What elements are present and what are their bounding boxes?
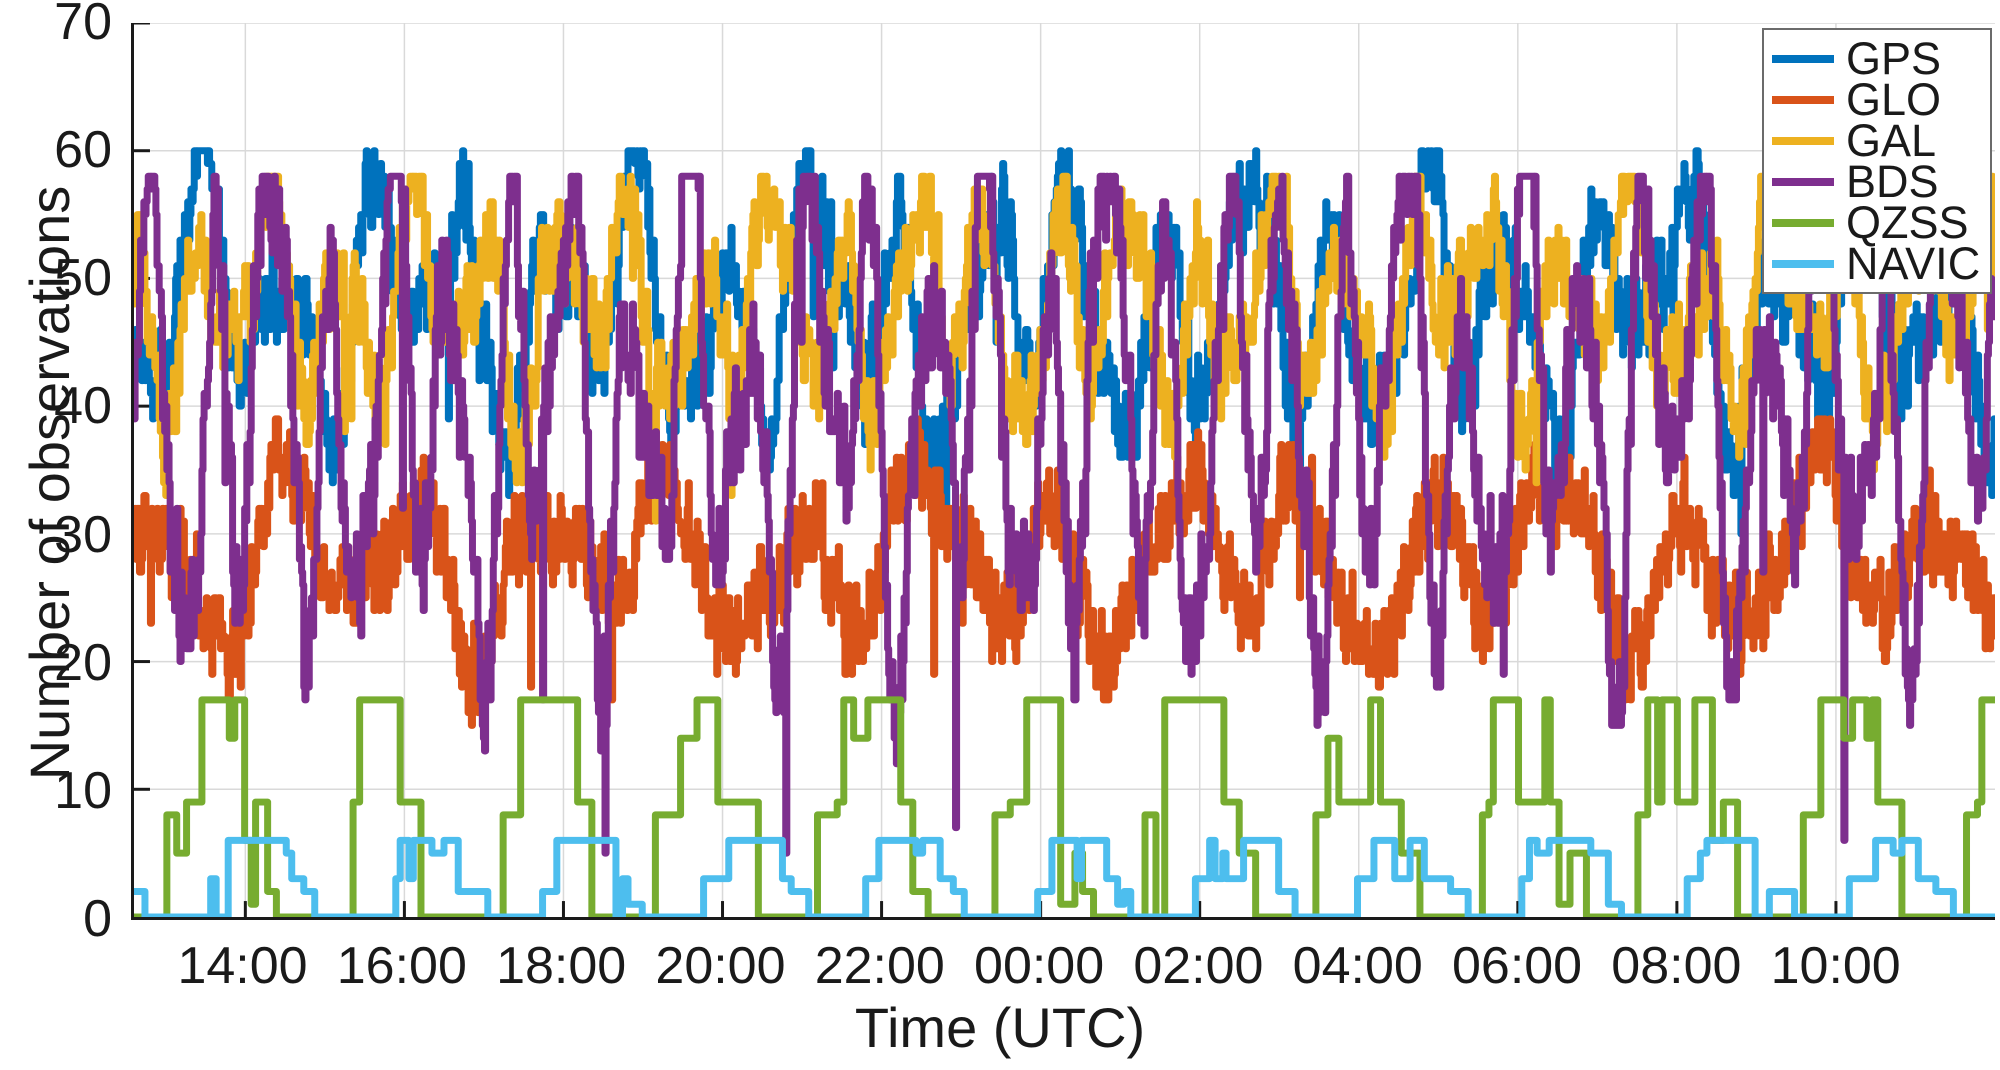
y-axis-tick-labels: 0 10 20 30 40 50 60 70	[0, 0, 112, 1070]
x-tick-label: 04:00	[1292, 937, 1423, 995]
legend-label: GLO	[1846, 74, 1942, 125]
legend-color-swatch	[1772, 218, 1834, 227]
y-axis-title: Number of observations	[18, 185, 81, 781]
legend-color-swatch	[1772, 259, 1834, 268]
legend-label: QZSS	[1846, 197, 1969, 248]
legend-item[interactable]: NAVIC	[1772, 238, 1981, 289]
plot-area	[131, 23, 1995, 920]
x-tick-label: 06:00	[1451, 937, 1583, 995]
x-tick-label: 22:00	[814, 937, 945, 995]
legend-item[interactable]: BDS	[1772, 156, 1980, 207]
legend-color-swatch	[1772, 177, 1834, 186]
legend-item[interactable]: GPS	[1772, 33, 1980, 84]
y-tick-label: 20	[54, 633, 112, 692]
x-tick-label: 16:00	[336, 937, 467, 995]
legend-label: GAL	[1846, 115, 1937, 166]
legend-label: BDS	[1846, 156, 1939, 207]
x-tick-label: 18:00	[496, 937, 627, 995]
legend-label: NAVIC	[1846, 238, 1981, 289]
series-line-qzss	[134, 696, 1995, 917]
x-axis-tick-labels: 14:00 16:00 18:00 20:00 22:00 00:00 02:00 04:00…	[0, 940, 2000, 1000]
y-tick-label: 70	[54, 0, 112, 51]
legend-item[interactable]: GLO	[1772, 74, 1980, 125]
series-line-navic	[134, 836, 1995, 917]
legend-label: GPS	[1846, 33, 1942, 84]
legend-item[interactable]: QZSS	[1772, 197, 1980, 248]
y-tick-label: 30	[54, 505, 112, 564]
axis-ticks	[134, 23, 1838, 917]
x-tick-label: 20:00	[655, 937, 786, 995]
legend-item[interactable]: GAL	[1772, 115, 1980, 166]
y-tick-label: 0	[83, 890, 112, 948]
x-tick-label: 10:00	[1770, 937, 1901, 995]
y-tick-label: 40	[54, 377, 112, 436]
x-tick-label: 02:00	[1133, 937, 1264, 995]
x-tick-label: 08:00	[1611, 937, 1742, 995]
y-tick-label: 60	[54, 121, 112, 180]
legend-color-swatch	[1772, 136, 1834, 145]
legend-color-swatch	[1772, 54, 1834, 63]
chart-canvas	[134, 23, 1995, 917]
x-axis-title: Time (UTC)	[854, 996, 1146, 1059]
y-tick-label: 50	[54, 249, 112, 308]
series-line-bds	[134, 172, 1995, 857]
x-tick-label: 00:00	[974, 937, 1105, 995]
y-tick-label: 10	[54, 761, 112, 820]
x-tick-label: 14:00	[177, 937, 308, 995]
legend-color-swatch	[1772, 95, 1834, 104]
legend: GPS GLO GAL BDS QZSS NAVIC	[1762, 28, 1992, 294]
